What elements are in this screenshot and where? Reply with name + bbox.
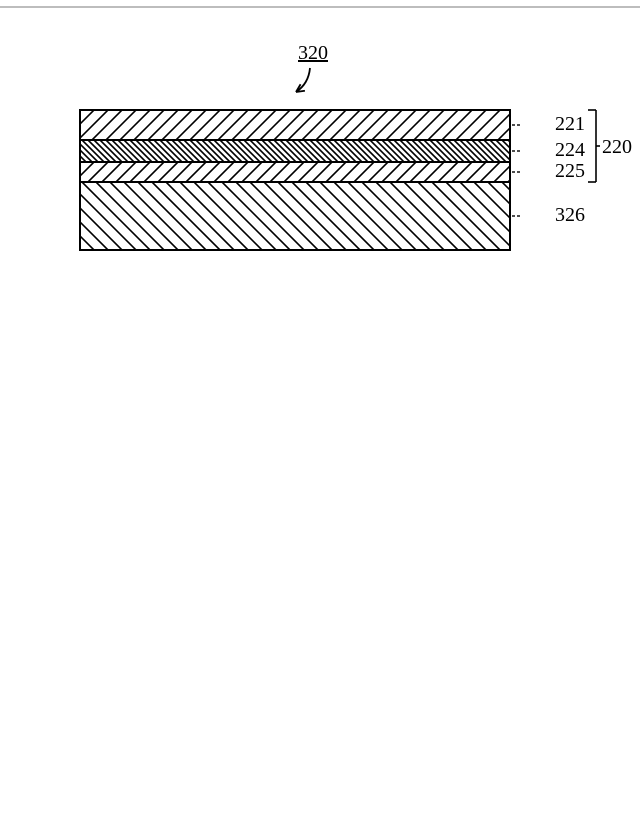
layer-label: 221 [555, 113, 585, 136]
layer-label: 225 [555, 160, 585, 183]
layer-label: 326 [555, 204, 585, 227]
figure-svg [0, 0, 640, 840]
figure-number-label: 320 [298, 42, 328, 65]
figure-stage: 320 220 221 224 225 326 [0, 0, 640, 840]
bracket-label: 220 [602, 136, 632, 159]
layer-label: 224 [555, 139, 585, 162]
